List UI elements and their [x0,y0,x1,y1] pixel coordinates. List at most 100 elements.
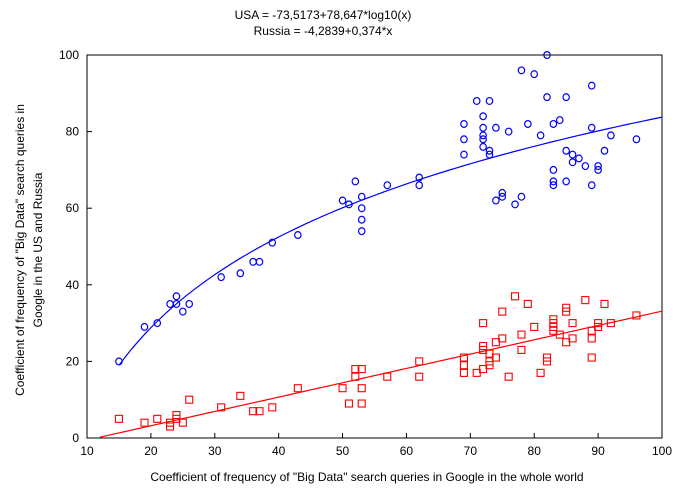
data-point-usa [415,173,424,182]
data-point-usa [460,150,468,159]
x-tick-label: 10 [80,444,94,458]
x-tick-label: 20 [144,444,158,458]
data-point-russia [523,299,532,309]
y-tick-label: 100 [59,48,79,62]
x-tick-label: 30 [208,444,222,458]
data-point-russia [606,319,615,328]
data-point-russia [459,361,468,370]
data-point-russia [357,399,366,408]
data-point-usa [587,123,596,132]
data-point-usa [485,146,494,155]
data-point-russia [185,395,194,404]
data-point-russia [491,353,500,362]
data-point-usa [217,273,225,282]
x-tick-label: 90 [591,444,605,458]
data-point-usa [498,188,507,197]
data-point-russia [217,403,226,412]
data-point-russia [517,330,526,339]
data-point-russia [485,361,494,370]
x-tick-label: 50 [336,444,350,458]
data-point-usa [485,150,494,159]
data-point-russia [479,319,488,328]
fit-line-usa [118,116,663,366]
data-point-russia [498,334,507,343]
data-point-usa [581,162,590,171]
data-point-usa [460,135,468,144]
data-point-russia [268,403,277,412]
x-tick-label: 40 [272,444,286,458]
data-point-russia [568,319,577,328]
data-point-usa [517,66,526,75]
data-point-usa [479,142,487,151]
data-point-russia [587,334,596,343]
data-point-usa [575,154,583,163]
data-point-usa [140,322,149,331]
data-point-usa [607,131,615,140]
data-point-russia [498,307,507,316]
data-point-usa [600,146,609,155]
data-point-russia [415,357,424,366]
data-point-usa [415,181,424,190]
data-point-usa [549,177,558,186]
data-point-usa [492,123,500,132]
y-tick-label: 60 [66,201,80,215]
data-point-russia [594,322,603,331]
equation-russia: Russia = -4,2839+0,374*x [254,24,393,38]
y-axis-label-line-2: Google in the US and Russia [31,172,45,327]
data-point-russia [344,399,353,408]
fit-line-russia [99,310,663,438]
data-point-russia [600,299,609,309]
data-point-russia [562,307,571,316]
data-point-russia [459,353,468,362]
data-point-russia [536,368,545,377]
data-point-usa [543,93,551,102]
data-point-russia [357,365,366,374]
equation-usa: USA = -73,5173+78,647*log10(x) [235,8,412,22]
data-point-usa [172,299,181,308]
data-point-usa [153,319,162,328]
data-point-russia [415,372,424,381]
data-point-russia [517,345,526,354]
data-point-russia [293,384,302,393]
data-point-usa [255,257,264,266]
data-point-usa [383,181,392,190]
data-point-russia [255,407,264,416]
data-point-russia [249,407,258,416]
data-point-usa [568,150,577,159]
data-point-russia [581,296,590,305]
data-point-usa [479,112,487,121]
data-point-usa [504,127,513,136]
y-tick-label: 0 [72,431,79,445]
data-point-usa [357,215,366,224]
data-point-usa [517,192,526,201]
data-point-russia [542,357,552,366]
data-point-usa [357,204,366,213]
data-point-russia [504,372,513,381]
data-point-usa [268,238,277,247]
data-point-usa [555,116,564,125]
data-point-russia [351,372,360,381]
data-point-russia [511,292,520,301]
data-point-russia [383,372,392,381]
data-point-russia [140,418,149,427]
data-point-usa [511,200,519,209]
data-point-usa [549,181,558,190]
data-point-usa [562,146,570,155]
data-point-usa [294,231,302,240]
data-point-usa [472,96,481,105]
y-axis-ticks: 0 20 40 60 80 100 [59,48,92,445]
data-markers [114,50,641,431]
data-point-usa [562,177,570,186]
data-point-russia [530,322,539,331]
data-point-usa [479,123,487,132]
y-axis-label-group: Coefficient of frequency of "Big Data" s… [13,104,45,396]
x-axis-ticks: 10 20 30 40 50 60 70 80 90 100 [80,433,672,458]
data-point-usa [530,70,539,79]
plot-frame [86,54,663,439]
data-point-russia [351,365,360,374]
data-point-russia [236,391,245,400]
data-point-usa [179,307,187,316]
data-point-usa [543,50,551,59]
data-point-usa [549,165,558,174]
